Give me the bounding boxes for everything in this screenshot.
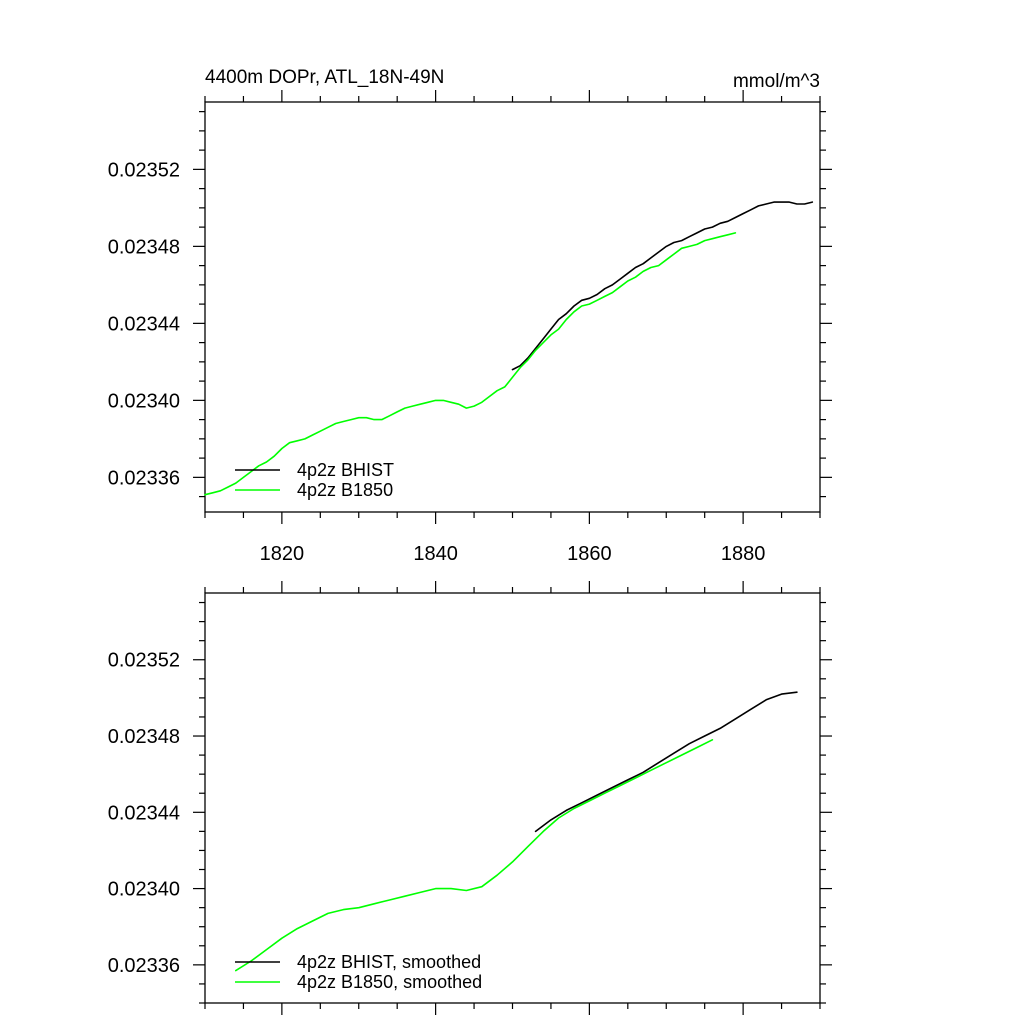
x-tick-label: 1840 <box>413 543 458 565</box>
legend-label: 4p2z BHIST, smoothed <box>297 952 481 972</box>
units-label: mmol/m^3 <box>733 71 820 92</box>
series-line <box>204 232 737 496</box>
y-tick-label: 0.02344 <box>108 313 180 335</box>
y-tick-label: 0.02336 <box>108 467 180 489</box>
series-line <box>511 201 814 371</box>
top-panel: 4400m DOPr, ATL_18N-49N mmol/m^3 1820 184… <box>108 67 832 565</box>
y-tick-label: 0.02344 <box>108 802 180 824</box>
bottom-panel: 0.02336 0.02340 0.02344 0.02348 0.02352 4p2z… <box>108 581 832 1015</box>
chart-title: 4400m DOPr, ATL_18N-49N <box>205 67 444 88</box>
legend-label: 4p2z BHIST <box>297 460 394 480</box>
y-tick-label: 0.02336 <box>108 955 180 977</box>
y-tick-label: 0.02352 <box>108 159 180 181</box>
plot-frame <box>204 592 821 1004</box>
y-tick-label: 0.02340 <box>108 390 180 412</box>
tick-marks <box>193 90 832 524</box>
plot-frame <box>204 101 821 513</box>
legend-label: 4p2z B1850 <box>297 480 393 500</box>
series-line <box>534 691 798 833</box>
x-tick-label: 1880 <box>721 543 766 565</box>
series-line <box>235 738 714 972</box>
series-lines <box>235 691 798 972</box>
tick-marks <box>193 581 832 1015</box>
series-lines <box>204 201 814 496</box>
y-tick-label: 0.02352 <box>108 650 180 672</box>
y-tick-label: 0.02340 <box>108 879 180 901</box>
legend-label: 4p2z B1850, smoothed <box>297 972 482 992</box>
tick-labels: 0.02336 0.02340 0.02344 0.02348 0.02352 <box>108 650 180 977</box>
x-tick-label: 1860 <box>567 543 612 565</box>
x-tick-label: 1820 <box>260 543 305 565</box>
tick-labels: 1820 1840 1860 1880 0.02336 0.02340 0.02344 0.0… <box>108 159 766 565</box>
y-tick-label: 0.02348 <box>108 726 180 748</box>
y-tick-label: 0.02348 <box>108 236 180 258</box>
